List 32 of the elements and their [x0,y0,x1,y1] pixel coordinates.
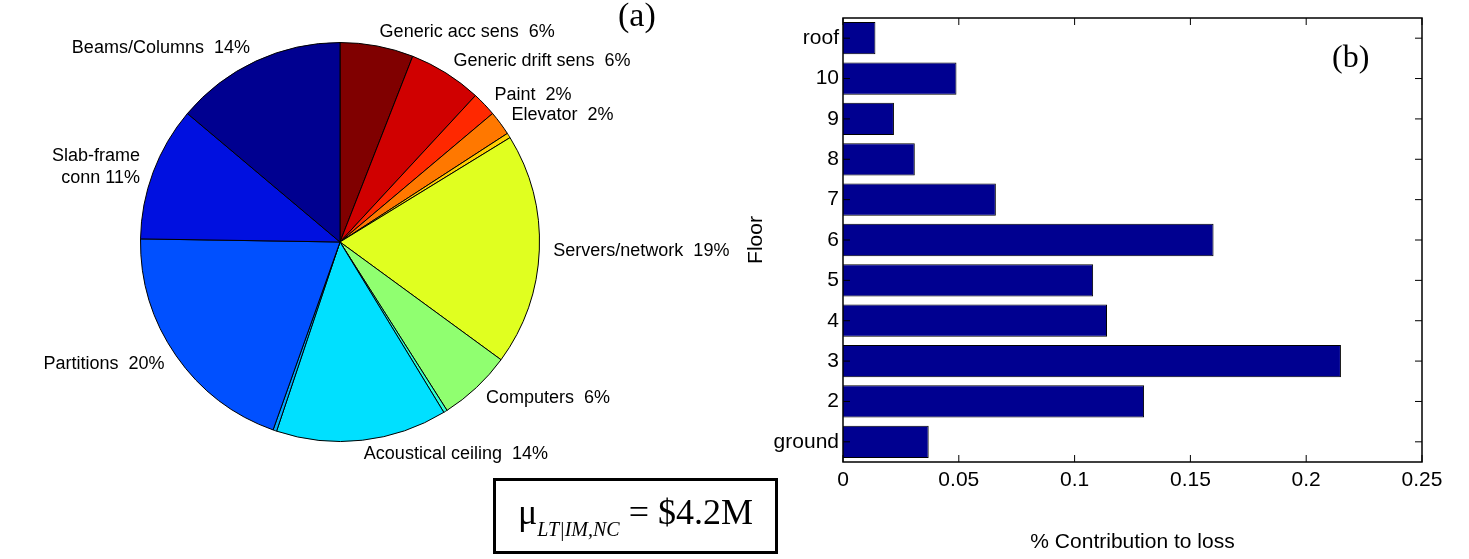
y-tick-label: 6 [827,226,839,250]
y-tick-label: 4 [827,307,840,331]
slice-label: Elevator 2% [511,103,614,124]
x-tick-label: 0.1 [1060,467,1090,491]
slice-label: Servers/network 19% [553,239,730,260]
x-tick-label: 0.15 [1169,467,1211,491]
slice-label: Generic drift sens 6% [453,50,631,71]
x-tick-label: 0 [837,467,849,491]
slice-label: Computers 6% [485,386,611,407]
x-axis-title: % Contribution to loss [1030,529,1235,553]
y-axis-title: Floor [743,216,767,264]
y-tick-label: 2 [827,388,839,412]
x-tick-label: 0.05 [938,467,980,491]
y-tick-label: 7 [827,186,839,210]
annotation: (b) [1332,38,1370,75]
slice-label: Generic acc sens 6% [379,21,555,42]
y-tick-label: ground [773,428,839,452]
x-tick-label: 0.25 [1401,467,1443,491]
y-tick-label: 9 [827,105,839,129]
slice-label: Slab-frame conn 11% [51,145,141,188]
y-tick-label: 5 [827,267,839,291]
slice-label: Beams/Columns 14% [71,37,250,58]
slice-label: Paint 2% [494,83,572,104]
y-tick-label: 3 [827,347,839,371]
text: (a) [618,0,656,34]
y-tick-label: 8 [827,146,839,170]
y-tick-label: 10 [815,65,839,89]
y-tick-label: roof [802,24,840,48]
slice-label: Partitions 20% [43,352,165,373]
text: μ$_{LT|IM,NC}$ = $4.2M [493,478,778,554]
slice-label: Acoustical ceiling 14% [363,443,548,464]
x-tick-label: 0.2 [1291,467,1321,491]
